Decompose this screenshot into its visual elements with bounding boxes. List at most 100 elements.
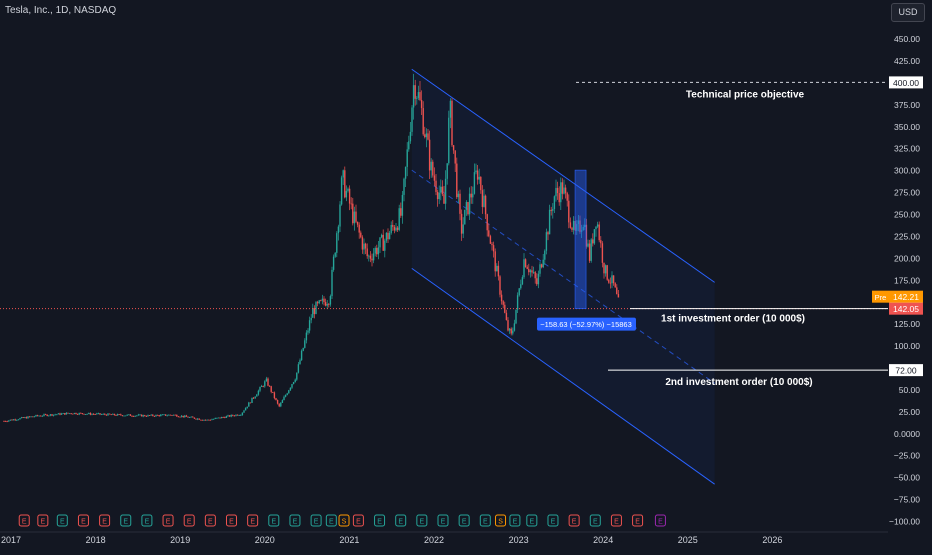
candle [379,237,381,248]
event-marker-red[interactable] [77,514,89,527]
event-marker-green[interactable] [437,514,449,527]
event-marker-letter: E [529,519,534,526]
event-marker-green[interactable] [589,514,601,527]
candle [473,172,476,194]
candle [94,414,96,415]
candle [515,309,517,324]
measure-tool[interactable]: −158.63 (−52.97%) −15863 [537,169,636,331]
regression-channel[interactable] [411,68,715,485]
last-price-badge-bg [889,302,923,315]
candle [257,390,260,395]
symbol-title[interactable]: Tesla, Inc., 1D, NASDAQ [5,5,117,16]
event-marker-red[interactable] [204,514,216,527]
event-marker-green[interactable] [325,514,337,527]
candle [308,320,311,331]
candle [507,320,509,331]
candle [294,379,296,383]
candle [134,415,136,417]
event-marker-green[interactable] [289,514,301,527]
event-marker-letter: E [483,519,488,526]
event-marker-green[interactable] [310,514,322,527]
candle [110,414,112,416]
event-marker-split[interactable] [495,514,507,527]
candle [284,395,287,397]
channel-fill [411,69,715,485]
candle [214,418,216,419]
candle [428,139,431,171]
event-marker-red[interactable] [37,514,49,527]
currency-button[interactable]: USD [891,3,925,22]
candle [569,222,572,228]
event-marker-green[interactable] [120,514,132,527]
candle [105,414,108,416]
candle [422,108,424,135]
candle [481,190,484,207]
measure-box[interactable] [574,169,587,310]
event-marker-green[interactable] [268,514,280,527]
candle [171,415,173,416]
event-marker-red[interactable] [18,514,30,527]
event-marker-green[interactable] [395,514,407,527]
candle [228,415,231,417]
event-marker-green[interactable] [374,514,386,527]
event-marker-green[interactable] [526,514,538,527]
candle [547,232,549,235]
candle [84,414,87,415]
event-marker-red[interactable] [568,514,580,527]
event-marker-green[interactable] [141,514,153,527]
candle [401,194,404,216]
candle [6,421,8,423]
time-axis[interactable]: 2017 2018 2019 2020 2021 2022 2023 2024 2025 2026 [0,531,888,545]
candle [265,378,268,382]
event-marker-green[interactable] [479,514,491,527]
candle [526,267,528,269]
candle [78,412,80,415]
candle [496,265,498,272]
channel-middle-line[interactable] [411,169,715,384]
event-marker-split[interactable] [338,514,350,527]
event-marker-red[interactable] [247,514,259,527]
price-axis[interactable]: 450.00 425.00 375.00 350.00 325.00 300.00 275.… [888,22,932,537]
candle [550,209,552,211]
candle [476,170,479,180]
event-marker-green[interactable] [56,514,68,527]
candle [222,417,224,418]
candle [177,416,180,418]
candle [19,418,21,420]
candle [608,279,610,283]
event-marker-red[interactable] [610,514,622,527]
event-marker-red[interactable] [183,514,195,527]
event-marker-red[interactable] [352,514,364,527]
candle [337,226,340,234]
channel-upper-line[interactable] [411,68,715,283]
event-marker-future[interactable] [654,514,666,527]
candle [33,416,36,418]
candle [17,419,20,421]
candle [267,378,269,386]
pre-tag: Pre [875,293,887,302]
candle [153,415,156,417]
candle [116,414,119,416]
candle [572,220,575,230]
event-marker-red[interactable] [226,514,237,527]
candle [43,414,45,416]
event-marker-green[interactable] [547,514,559,527]
price-levels[interactable]: Technical price objective 2nd investment … [0,81,888,388]
channel-lower-line[interactable] [411,267,715,485]
candle [161,414,164,416]
event-marker-green[interactable] [416,514,428,527]
event-marker-green[interactable] [509,514,521,527]
event-marker-red[interactable] [632,514,644,527]
candle [278,403,280,407]
candle [28,416,31,418]
event-marker-red[interactable] [99,514,111,527]
candle [542,259,544,268]
event-marker-letter: E [462,519,467,526]
event-marker-red[interactable] [162,514,174,527]
event-marker-green[interactable] [458,514,470,527]
